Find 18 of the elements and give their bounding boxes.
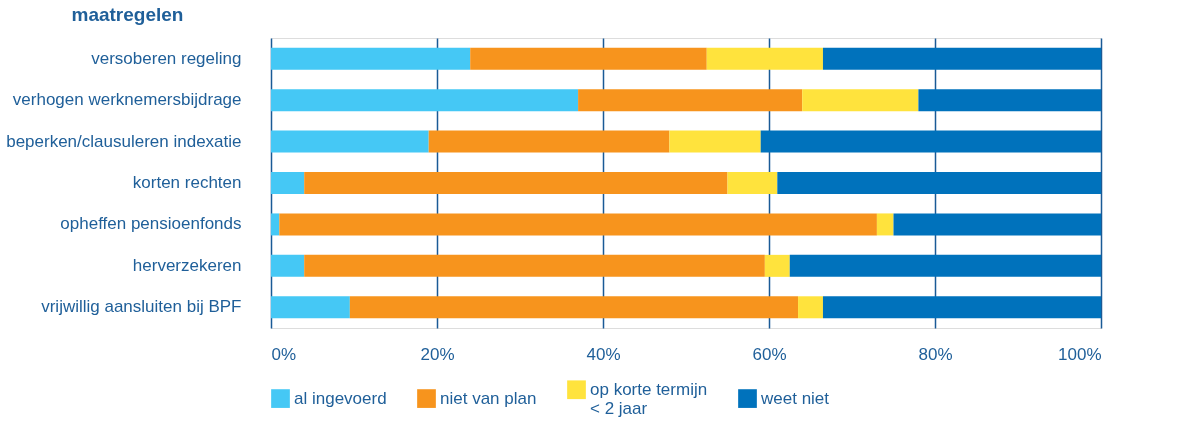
x-tick-label: 80% xyxy=(918,344,953,364)
y-tick-label: herverzekeren xyxy=(132,255,242,275)
y-axis-title: maatregelen xyxy=(71,3,184,25)
x-tick-label: 0% xyxy=(271,344,297,364)
y-tick-label: verhogen werknemersbijdrage xyxy=(12,90,242,110)
x-tick-label: 40% xyxy=(586,344,621,364)
y-tick-label: korten rechten xyxy=(132,173,242,192)
y-tick-label: vrijwillig aansluiten bij BPF xyxy=(41,297,242,317)
legend-label: al ingevoerd xyxy=(294,388,387,408)
x-tick-label: 20% xyxy=(420,344,455,364)
legend-label: op korte termijn < 2 jaar xyxy=(590,379,708,418)
x-tick-label: 60% xyxy=(752,344,787,364)
y-tick-label: versoberen regeling xyxy=(91,48,242,68)
y-tick-label: beperken/clausuleren indexatie xyxy=(6,131,242,151)
legend-label: weet niet xyxy=(760,388,830,408)
y-tick-label: opheffen pensioenfonds xyxy=(60,214,242,234)
legend-label: niet van plan xyxy=(440,388,537,408)
x-tick-label: 100% xyxy=(1058,344,1102,364)
